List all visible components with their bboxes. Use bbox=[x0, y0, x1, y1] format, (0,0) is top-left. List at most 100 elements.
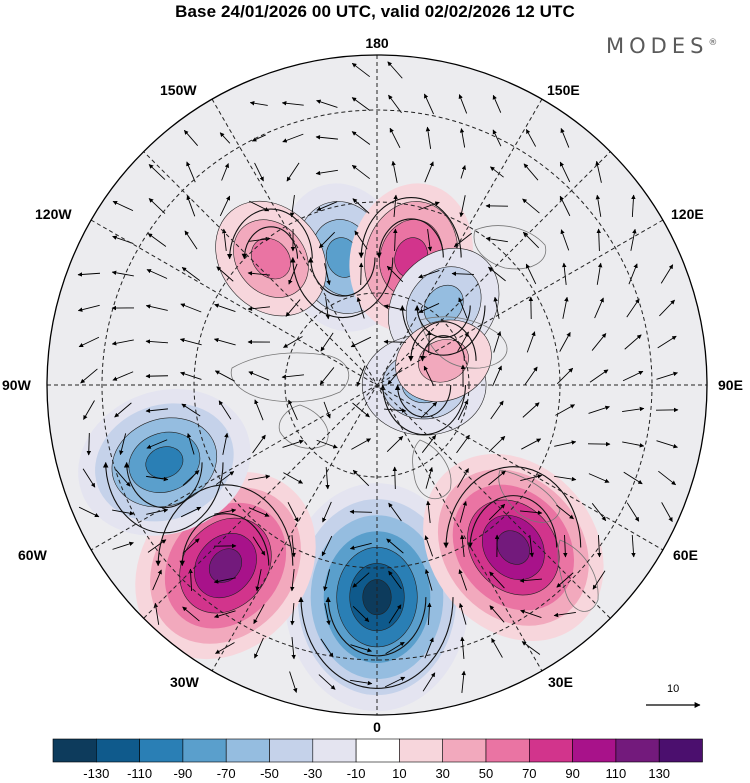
wind-vector bbox=[490, 400, 504, 420]
streamline bbox=[358, 197, 462, 259]
map-border bbox=[46, 54, 708, 716]
colorbar-tick-label: 90 bbox=[565, 766, 580, 781]
wind-vector bbox=[219, 195, 231, 217]
anomaly-contour bbox=[423, 284, 464, 327]
wind-vector bbox=[424, 637, 434, 659]
anomaly-contour bbox=[145, 446, 184, 479]
wind-vector bbox=[488, 266, 506, 282]
wind-vector bbox=[460, 636, 465, 659]
wind-vector bbox=[283, 472, 304, 484]
longitude-label-90w: 90W bbox=[2, 377, 31, 393]
wind-vector bbox=[253, 604, 265, 625]
wind-vector bbox=[418, 270, 440, 279]
wind-vector bbox=[387, 367, 403, 385]
wind-vector bbox=[321, 535, 333, 557]
wind-vector bbox=[213, 337, 236, 346]
wind-vector bbox=[425, 126, 432, 149]
wind-vector bbox=[661, 502, 673, 522]
wind-vector bbox=[556, 504, 574, 520]
wind-vector bbox=[291, 637, 296, 660]
wind-vector bbox=[288, 399, 298, 421]
colorbar-swatch bbox=[399, 738, 443, 763]
wind-vector bbox=[78, 506, 100, 518]
anomaly-fields bbox=[78, 183, 604, 712]
wind-vector bbox=[656, 371, 678, 380]
colorbar-swatch bbox=[658, 738, 703, 763]
colorbar-tick-label: -10 bbox=[346, 766, 366, 781]
streamline bbox=[241, 226, 299, 260]
wind-vector bbox=[630, 228, 637, 251]
wind-vector bbox=[350, 336, 372, 348]
wind-vector bbox=[588, 405, 610, 414]
wind-vector bbox=[248, 371, 270, 381]
wind-vector bbox=[386, 265, 404, 283]
wind-vector bbox=[351, 438, 372, 450]
wind-vector bbox=[556, 572, 574, 588]
wind-vector bbox=[488, 436, 506, 452]
wind-vector bbox=[563, 534, 568, 558]
wind-vector bbox=[213, 577, 236, 584]
wind-vector bbox=[458, 297, 468, 319]
longitude-label-150w: 150W bbox=[160, 82, 197, 98]
streamline bbox=[307, 257, 376, 297]
longitude-label-30w: 30W bbox=[170, 674, 199, 690]
wind-vector bbox=[252, 536, 266, 556]
wind-vector bbox=[112, 200, 134, 212]
wind-vector bbox=[386, 538, 404, 554]
wind-vector bbox=[427, 602, 432, 626]
wind-vector bbox=[356, 297, 365, 319]
wind-vector bbox=[214, 508, 237, 515]
wind-vector bbox=[289, 195, 295, 218]
wind-vector bbox=[388, 502, 402, 522]
wind-vector bbox=[525, 263, 537, 285]
wind-vector bbox=[287, 501, 299, 523]
wind-vector bbox=[622, 370, 644, 382]
longitude-label-60e: 60E bbox=[673, 547, 698, 563]
wind-vector bbox=[424, 93, 434, 115]
wind-vector bbox=[181, 403, 201, 417]
wind-vector bbox=[318, 231, 336, 249]
wind-vector bbox=[491, 638, 503, 658]
wind-vector bbox=[492, 94, 502, 113]
wind-vector bbox=[180, 371, 202, 380]
wind-vector bbox=[492, 129, 502, 147]
wind-vector bbox=[457, 468, 469, 488]
anomaly-polar-minor-high bbox=[395, 319, 492, 402]
wind-vector bbox=[595, 160, 602, 183]
colorbar-swatch bbox=[572, 738, 617, 763]
wind-vector bbox=[520, 510, 543, 515]
wind-vector bbox=[553, 611, 576, 618]
wind-vector bbox=[459, 500, 467, 523]
colorbar-tick-label: 30 bbox=[435, 766, 450, 781]
brand-text: MODES bbox=[606, 34, 709, 58]
streamline bbox=[226, 208, 313, 260]
wind-vector bbox=[180, 303, 202, 313]
wind-vector bbox=[188, 568, 193, 592]
wind-vector bbox=[459, 128, 466, 148]
anomaly-north-pacific-ridge bbox=[215, 200, 327, 317]
wind-vector bbox=[78, 336, 100, 348]
wind-vector bbox=[186, 433, 195, 455]
wind-vector bbox=[458, 94, 468, 114]
wind-vector bbox=[315, 169, 338, 176]
wind-vector bbox=[453, 232, 472, 248]
wind-vector bbox=[520, 609, 542, 618]
wind-vector bbox=[423, 365, 435, 387]
wind-vector bbox=[249, 101, 268, 106]
wind-vector bbox=[152, 569, 162, 591]
wind-vector bbox=[657, 335, 677, 349]
wind-vector bbox=[254, 399, 264, 421]
wind-vector bbox=[82, 468, 96, 488]
modes-logo: MODES® bbox=[606, 34, 717, 58]
wind-vector bbox=[457, 332, 469, 352]
wind-vector bbox=[658, 470, 677, 486]
wind-vector bbox=[350, 679, 373, 686]
wind-vector bbox=[559, 331, 571, 352]
wind-vector bbox=[216, 266, 234, 282]
wind-vector bbox=[624, 334, 642, 350]
wind-vector bbox=[622, 406, 645, 413]
wind-vector bbox=[354, 230, 368, 250]
wind-vector bbox=[146, 475, 169, 482]
wind-vector bbox=[628, 263, 638, 285]
wind-vector bbox=[388, 94, 402, 114]
